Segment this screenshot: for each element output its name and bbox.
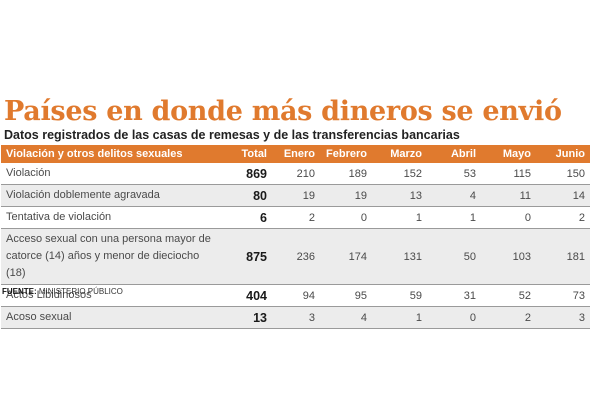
row-total: 80 (220, 184, 272, 207)
row-month-value: 0 (427, 306, 481, 329)
row-label-line: Acoso sexual (6, 311, 72, 323)
row-month-value: 152 (372, 163, 427, 185)
table-row: Actos Libidinosos 404 94 95 59 31 52 73 (1, 284, 590, 307)
row-month-value: 4 (427, 184, 481, 207)
row-total: 13 (220, 306, 272, 329)
row-month-value: 2 (272, 206, 320, 229)
header-marzo: Marzo (372, 145, 427, 163)
row-month-value: 3 (272, 306, 320, 329)
row-month-value: 52 (481, 284, 536, 307)
table-row: Violación 869 210 189 152 53 115 150 (1, 163, 590, 185)
header-febrero: Febrero (320, 145, 372, 163)
crime-table: Violación y otros delitos sexuales Total… (1, 145, 590, 329)
row-label-line: Tentativa de violación (6, 211, 112, 223)
row-month-value: 53 (427, 163, 481, 185)
source-label: FUENTE: (2, 287, 37, 296)
row-total: 869 (220, 163, 272, 185)
row-month-value: 4 (320, 306, 372, 329)
row-month-value: 19 (272, 184, 320, 207)
table-header-row: Violación y otros delitos sexuales Total… (1, 145, 590, 163)
row-month-value: 181 (536, 228, 590, 285)
source-text: MINISTERIO PÚBLICO (36, 287, 123, 296)
row-month-value: 94 (272, 284, 320, 307)
row-month-value: 73 (536, 284, 590, 307)
table-row: Tentativa de violación 6 2 0 1 1 0 2 (1, 206, 590, 229)
row-label-line: Violación doblemente agravada (6, 189, 160, 201)
header-category: Violación y otros delitos sexuales (1, 145, 220, 163)
row-month-value: 2 (536, 206, 590, 229)
row-month-value: 14 (536, 184, 590, 207)
table-row: Acceso sexual con una persona mayor de ca… (1, 228, 590, 285)
table-row: Violación doblemente agravada 80 19 19 13 4 11… (1, 184, 590, 207)
row-label: Acceso sexual con una persona mayor de ca… (1, 228, 220, 285)
source-note: FUENTE: MINISTERIO PÚBLICO (2, 287, 123, 296)
header-abril: Abril (427, 145, 481, 163)
row-month-value: 1 (427, 206, 481, 229)
row-month-value: 189 (320, 163, 372, 185)
row-month-value: 13 (372, 184, 427, 207)
row-month-value: 95 (320, 284, 372, 307)
row-month-value: 236 (272, 228, 320, 285)
header-enero: Enero (272, 145, 320, 163)
row-month-value: 131 (372, 228, 427, 285)
row-month-value: 103 (481, 228, 536, 285)
row-label: Actos Libidinosos (1, 284, 220, 307)
header-total: Total (220, 145, 272, 163)
row-label: Violación (1, 163, 220, 185)
row-label: Tentativa de violación (1, 206, 220, 229)
header-mayo: Mayo (481, 145, 536, 163)
row-label-line: Acceso sexual con una persona mayor de (6, 233, 211, 245)
row-month-value: 3 (536, 306, 590, 329)
row-month-value: 2 (481, 306, 536, 329)
row-month-value: 50 (427, 228, 481, 285)
table-body: Violación 869 210 189 152 53 115 150 Violación d… (1, 163, 590, 329)
row-label: Acoso sexual (1, 306, 220, 329)
row-month-value: 11 (481, 184, 536, 207)
row-month-value: 59 (372, 284, 427, 307)
row-month-value: 1 (372, 206, 427, 229)
row-label-line: Violación (6, 167, 51, 179)
row-month-value: 210 (272, 163, 320, 185)
row-month-value: 19 (320, 184, 372, 207)
row-label-line: catorce (14) años y menor de dieciocho (… (6, 250, 200, 279)
row-label: Violación doblemente agravada (1, 184, 220, 207)
table-row: Acoso sexual 13 3 4 1 0 2 3 (1, 306, 590, 329)
row-month-value: 150 (536, 163, 590, 185)
row-total: 404 (220, 284, 272, 307)
row-month-value: 115 (481, 163, 536, 185)
row-month-value: 0 (481, 206, 536, 229)
infographic-subtitle: Datos registrados de las casas de remesa… (4, 128, 460, 142)
row-month-value: 31 (427, 284, 481, 307)
row-month-value: 174 (320, 228, 372, 285)
header-junio: Junio (536, 145, 590, 163)
row-label-line: Actos Libidinosos (6, 289, 92, 301)
row-month-value: 0 (320, 206, 372, 229)
row-month-value: 1 (372, 306, 427, 329)
row-total: 875 (220, 228, 272, 285)
row-total: 6 (220, 206, 272, 229)
infographic-title: Países en donde más dineros se envió (4, 96, 562, 127)
